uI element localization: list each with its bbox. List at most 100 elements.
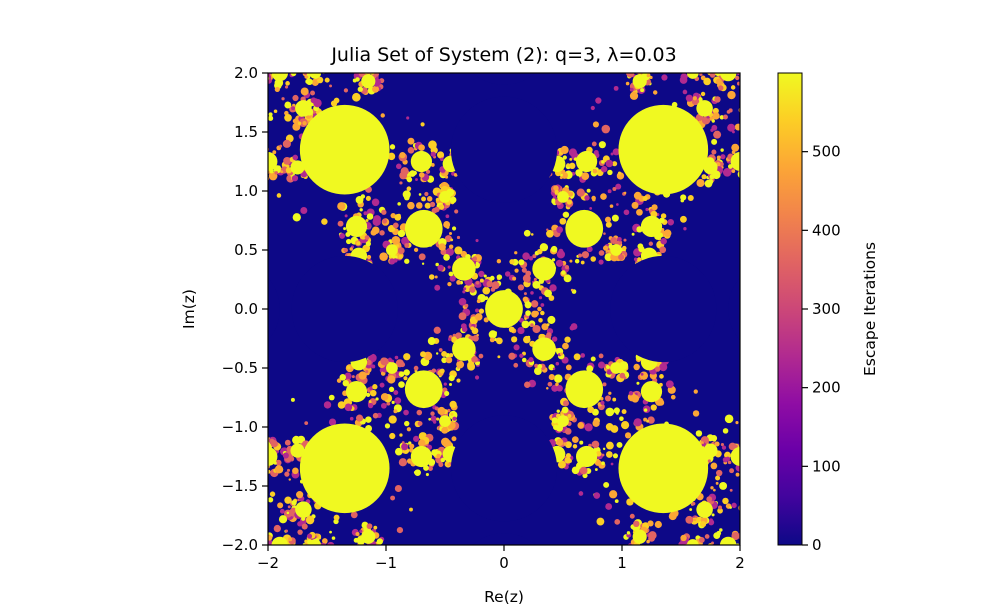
fractal-filament-dot: [414, 469, 421, 476]
fractal-filament-dot: [394, 447, 403, 456]
fractal-filament-dot: [551, 417, 558, 424]
fractal-filament-dot: [284, 553, 292, 561]
fractal-filament-dot: [436, 417, 440, 421]
fractal-filament-dot: [452, 416, 457, 421]
fractal-filament-dot: [711, 138, 718, 145]
fractal-filament-dot: [728, 442, 737, 451]
fractal-filament-dot: [292, 122, 301, 131]
fractal-filament-dot: [573, 353, 581, 361]
fractal-filament-dot: [623, 209, 630, 216]
fractal-filament-dot: [592, 419, 600, 427]
fractal-filament-dot: [486, 280, 493, 288]
fractal-filament-dot: [578, 253, 583, 258]
fractal-filament-dot: [598, 361, 606, 369]
fractal-filament-dot: [557, 460, 566, 469]
fractal-filament-dot: [356, 241, 361, 246]
fractal-filament-dot: [608, 391, 612, 395]
fractal-filament-dot: [297, 121, 302, 126]
fractal-bulb: [452, 337, 476, 361]
fractal-filament-dot: [724, 451, 731, 459]
colorbar: [777, 72, 803, 546]
fractal-filament-dot: [711, 541, 714, 545]
fractal-filament-dot: [739, 68, 743, 72]
fractal-filament-dot: [343, 88, 349, 93]
fractal-filament-dot: [444, 175, 449, 179]
fractal-filament-dot: [389, 144, 396, 150]
fractal-filament-dot: [688, 61, 695, 68]
fractal-filament-dot: [719, 61, 727, 69]
fractal-filament-dot: [445, 214, 450, 219]
fractal-filament-dot: [443, 254, 450, 261]
fractal-filament-dot: [475, 238, 479, 243]
fractal-filament-dot: [629, 91, 639, 100]
fractal-filament-dot: [562, 155, 567, 160]
fractal-filament-dot: [740, 546, 746, 552]
fractal-filament-dot: [475, 308, 480, 313]
fractal-filament-dot: [360, 373, 366, 379]
fractal-filament-dot: [565, 453, 571, 459]
fractal-filament-dot: [380, 357, 389, 366]
fractal-filament-dot: [605, 441, 614, 450]
fractal-filament-dot: [286, 511, 290, 515]
fractal-filament-dot: [252, 448, 256, 452]
fractal-filament-dot: [634, 67, 639, 72]
julia-fractal: [252, 61, 746, 561]
fractal-filament-dot: [394, 484, 402, 493]
x-tick-label: 0: [499, 554, 509, 572]
fractal-filament-dot: [628, 391, 634, 396]
fractal-filament-dot: [380, 113, 385, 118]
fractal-filament-dot: [604, 395, 612, 402]
fractal-filament-dot: [389, 258, 396, 265]
fractal-filament-dot: [710, 486, 714, 490]
y-tick-label: −1.5: [222, 477, 258, 495]
fractal-filament-dot: [605, 451, 613, 458]
fractal-filament-dot: [296, 491, 304, 499]
fractal-filament-dot: [659, 363, 668, 372]
fractal-filament-dot: [546, 228, 549, 231]
fractal-filament-dot: [655, 366, 661, 372]
fractal-filament-dot: [640, 67, 645, 72]
fractal-filament-dot: [448, 271, 454, 277]
fractal-filament-dot: [388, 386, 395, 393]
fractal-filament-dot: [696, 178, 705, 188]
fractal-filament-dot: [601, 453, 605, 457]
fractal-filament-dot: [441, 357, 448, 364]
fractal-bulb: [452, 257, 476, 281]
fractal-filament-dot: [489, 337, 495, 343]
fractal-filament-dot: [722, 168, 732, 177]
fractal-filament-dot: [611, 214, 619, 222]
fractal-bulb: [295, 100, 312, 117]
fractal-filament-dot: [402, 190, 411, 199]
fractal-filament-dot: [383, 241, 388, 247]
fractal-filament-dot: [456, 235, 461, 240]
fractal-filament-dot: [254, 146, 263, 155]
colorbar-tick-label: 200: [812, 379, 841, 397]
fractal-filament-dot: [514, 268, 519, 273]
fractal-filament-dot: [399, 151, 406, 159]
fractal-filament-dot: [580, 353, 586, 358]
fractal-filament-dot: [413, 435, 420, 442]
fractal-filament-dot: [371, 364, 376, 369]
fractal-filament-dot: [285, 167, 293, 174]
fractal-filament-dot: [365, 416, 372, 423]
fractal-filament-dot: [665, 380, 674, 389]
fractal-filament-dot: [513, 362, 519, 368]
fractal-filament-dot: [593, 492, 601, 499]
fractal-filament-dot: [448, 375, 455, 382]
fractal-filament-dot: [716, 548, 721, 553]
fractal-main-bulb: [618, 423, 709, 514]
fractal-filament-dot: [474, 375, 480, 380]
fractal-filament-dot: [292, 467, 299, 475]
fractal-filament-dot: [615, 183, 622, 190]
fractal-filament-dot: [406, 116, 410, 120]
fractal-filament-dot: [288, 537, 293, 542]
fractal-filament-dot: [272, 150, 277, 155]
fractal-bulb: [730, 447, 740, 466]
fractal-bulb: [309, 539, 322, 545]
fractal-filament-dot: [329, 530, 332, 534]
fractal-filament-dot: [741, 441, 745, 445]
fractal-filament-dot: [660, 213, 667, 219]
fractal-filament-dot: [559, 352, 564, 356]
fractal-filament-dot: [509, 259, 515, 265]
fractal-filament-dot: [553, 185, 559, 191]
